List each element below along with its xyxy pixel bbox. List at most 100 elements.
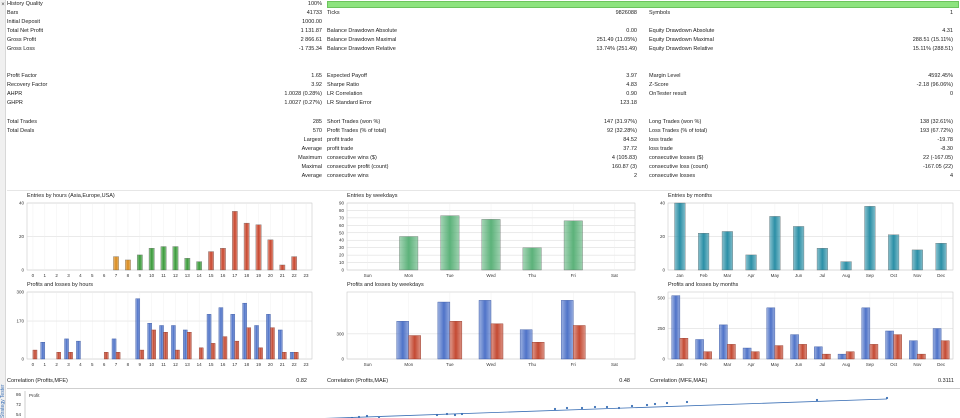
bar-loss: [32, 349, 38, 360]
bar: [172, 246, 179, 271]
x-tick-label: 15: [209, 273, 215, 278]
x-tick-label: Aug: [842, 273, 851, 278]
bar: [399, 236, 419, 271]
chart-entries-hours: Entries by hours (Asia,Europe,USA) 0 20 40…: [7, 193, 317, 285]
x-tick-label: 2: [55, 273, 58, 278]
x-tick-label: Mon: [404, 273, 413, 278]
bar-loss: [573, 325, 586, 360]
stat-value: 3.92: [311, 82, 322, 88]
chart-entries-months: Entries by months 0 20 40 Jan Feb Mar Apr May Ju…: [648, 193, 958, 285]
bar: [769, 216, 781, 271]
bar-loss: [408, 335, 421, 360]
bar-profit: [254, 325, 259, 360]
bar-loss: [187, 332, 192, 360]
x-tick-label: 20: [268, 273, 274, 278]
chart-pl-months: Profits and losses by months 0 250 500 Jan F…: [648, 282, 958, 374]
y-tick-label: 20: [19, 234, 25, 239]
scatter-point: [617, 406, 621, 410]
x-tick-label: Sun: [364, 273, 373, 278]
y-tick-label: 80: [339, 208, 345, 213]
bars-value: 41733: [306, 10, 322, 16]
chart-pl-weekdays: Profits and losses by weekdays 0 300 Sun Mo…: [330, 282, 640, 374]
y-tick-label: 0: [21, 357, 24, 362]
stat-value: 22 (-167.05): [923, 155, 953, 161]
scatter-point: [580, 406, 584, 410]
x-tick-label: 7: [115, 362, 118, 367]
x-tick-label: Tue: [446, 273, 454, 278]
x-tick-label: 3: [67, 362, 70, 367]
bar-profit: [40, 342, 46, 360]
x-tick-label: Tue: [446, 362, 454, 367]
stat-label: OnTester result: [649, 91, 687, 97]
bar-loss: [115, 352, 121, 360]
history-quality-value: 100%: [307, 1, 322, 7]
bar: [136, 254, 143, 271]
x-tick-label: Oct: [890, 273, 898, 278]
x-tick-label: May: [771, 273, 780, 278]
stat-label: Expected Payoff: [327, 73, 367, 79]
bar-profit: [861, 307, 871, 360]
bar-loss: [774, 345, 784, 360]
x-tick-label: 9: [139, 273, 142, 278]
close-icon[interactable]: ×: [1, 2, 5, 8]
bar-profit: [147, 323, 152, 360]
stat-label: consecutive loss (count): [649, 164, 708, 170]
stat-value: 251.49 (11.05%): [596, 37, 637, 43]
scatter-y-tick: 86: [16, 392, 22, 397]
tester-side-strip: × Strategy Tester: [0, 0, 6, 418]
x-tick-label: Dec: [937, 362, 946, 367]
corr-label: Correlation (Profits,MAE): [327, 378, 389, 384]
stat-value: -19.78: [937, 137, 953, 143]
bar-profit: [64, 338, 69, 360]
chart-title: Profits and losses by weekdays: [347, 282, 424, 288]
stat-label: consecutive losses ($): [649, 155, 704, 161]
bar-profit: [909, 340, 918, 360]
stats-row: Total Net Profit 1 131.87 Balance Drawdown…: [7, 27, 960, 36]
bar-loss: [163, 332, 168, 360]
bars-label: Bars: [7, 10, 19, 16]
x-tick-label: 9: [139, 362, 142, 367]
x-tick-label: 5: [91, 362, 94, 367]
stats-row: Recovery Factor 3.92 Sharpe Ratio 4.83 Z-Sco…: [7, 81, 960, 90]
bar-loss: [917, 353, 926, 360]
stat-label: [7, 145, 147, 154]
y-tick-label: 0: [341, 268, 344, 273]
y-tick-label: 0: [662, 357, 665, 362]
bar-profit: [519, 329, 533, 360]
stat-value: -1 735.34: [298, 46, 322, 52]
x-tick-label: 8: [127, 362, 130, 367]
bar-loss: [210, 343, 216, 360]
y-tick-label: 60: [339, 223, 345, 228]
history-quality-row: History Quality 100%: [7, 0, 960, 9]
x-tick-label: Jan: [676, 362, 684, 367]
bar-profit: [206, 314, 212, 360]
stat-value: -167.05 (22): [923, 164, 953, 170]
bar-profit: [695, 339, 704, 360]
x-tick-label: 19: [256, 273, 262, 278]
stat-value: 4.83: [626, 82, 637, 88]
stat-value: 4 (105.83): [611, 155, 637, 161]
bar-profit: [242, 302, 247, 360]
stat-label: [649, 18, 799, 27]
stat-value: 138 (32.61%): [919, 119, 953, 125]
x-tick-label: Wed: [486, 273, 496, 278]
symbols-value: 1: [949, 10, 953, 16]
bar: [113, 256, 119, 271]
bar-profit: [278, 329, 283, 360]
bar-loss: [270, 327, 275, 360]
scatter-point: [460, 412, 464, 416]
bar-loss: [139, 349, 145, 360]
stat-value: 123.18: [620, 100, 637, 106]
bar-profit: [478, 300, 492, 360]
x-tick-label: Wed: [486, 362, 496, 367]
corr-value: 0.3111: [937, 378, 954, 384]
y-tick-label: 40: [339, 238, 345, 243]
x-tick-label: 0: [32, 273, 35, 278]
stat-value: Largest: [303, 137, 322, 143]
stat-label: [649, 99, 799, 108]
x-tick-label: Jun: [795, 362, 803, 367]
stat-value: 160.87 (3): [611, 164, 637, 170]
chart-entries-weekdays-svg: 0 10 20 30 40 50 60 70 80 90 Sun Mon Tue Wed Thu Fri Sat: [339, 201, 636, 278]
